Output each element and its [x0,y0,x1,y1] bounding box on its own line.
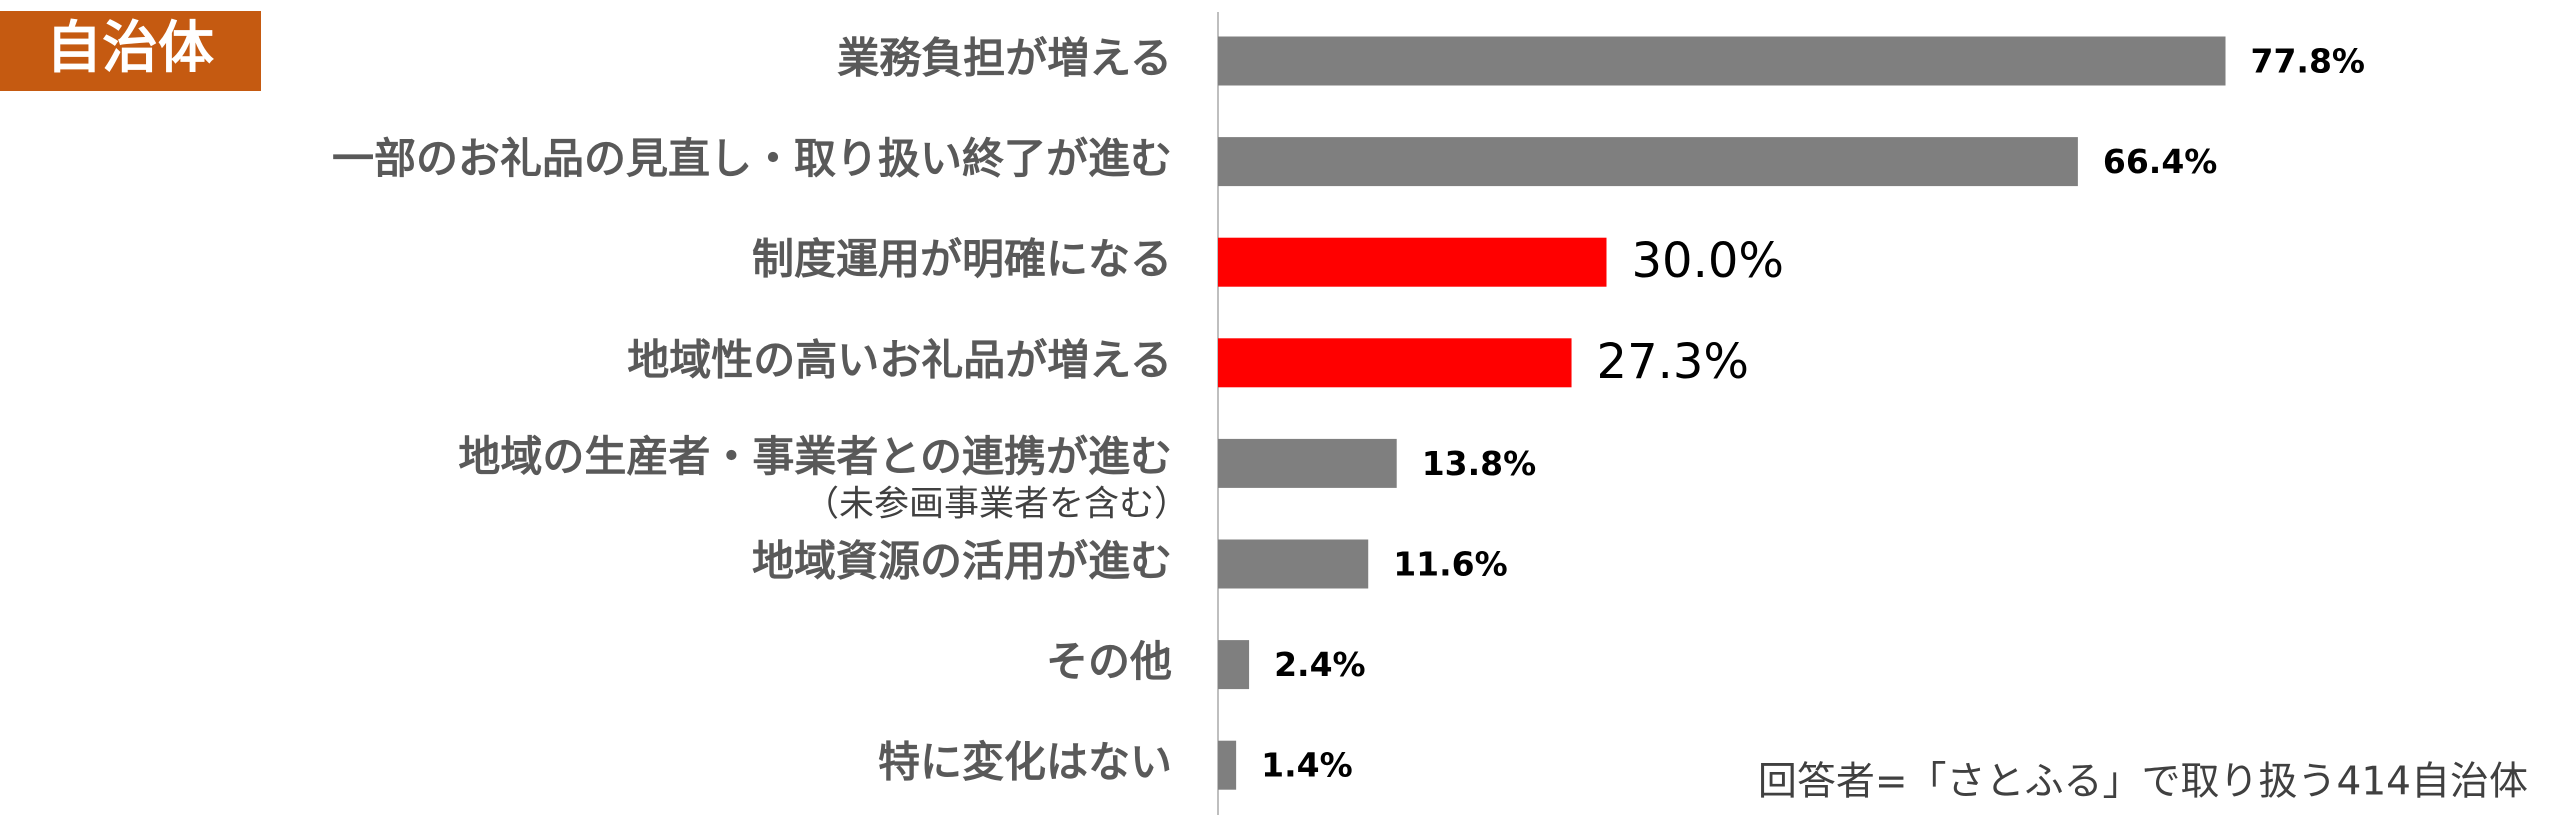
value-label: 2.4% [1274,645,1366,684]
category-label: 業務負担が増える [837,34,1172,83]
note: 回答者=「さとふる」で取り扱う414自治体 [1758,760,2528,805]
bar [1218,338,1572,388]
bar [1218,438,1397,488]
value-label: 27.3% [1597,334,1749,390]
category-label: 特に変化はない [878,738,1172,787]
value-label: 66.4% [2103,142,2218,181]
bar [1218,539,1369,589]
value-label: 30.0% [1632,233,1784,289]
category-sublabel: （未参画事業者を含む） [804,484,1189,524]
bar [1218,36,2226,86]
category-label: 地域性の高いお礼品が増える [627,335,1172,384]
value-label: 11.6% [1393,545,1508,584]
category-label: その他 [1046,637,1172,686]
category-label: 地域資源の活用が進む [752,537,1172,586]
bar [1218,640,1250,690]
category-label: 地域の生産者・事業者との連携が進む [458,432,1172,481]
bar [1218,237,1607,287]
value-label: 13.8% [1422,444,1537,483]
category-label: 一部のお礼品の見直し・取り扱い終了が進む [332,134,1172,183]
badge-box [0,11,261,91]
bar [1218,137,2078,187]
value-label: 77.8% [2251,42,2366,81]
badge: 自治体 [46,16,214,81]
value-label: 1.4% [1261,746,1353,785]
category-label: 制度運用が明確になる [752,235,1172,284]
bar [1218,740,1237,790]
